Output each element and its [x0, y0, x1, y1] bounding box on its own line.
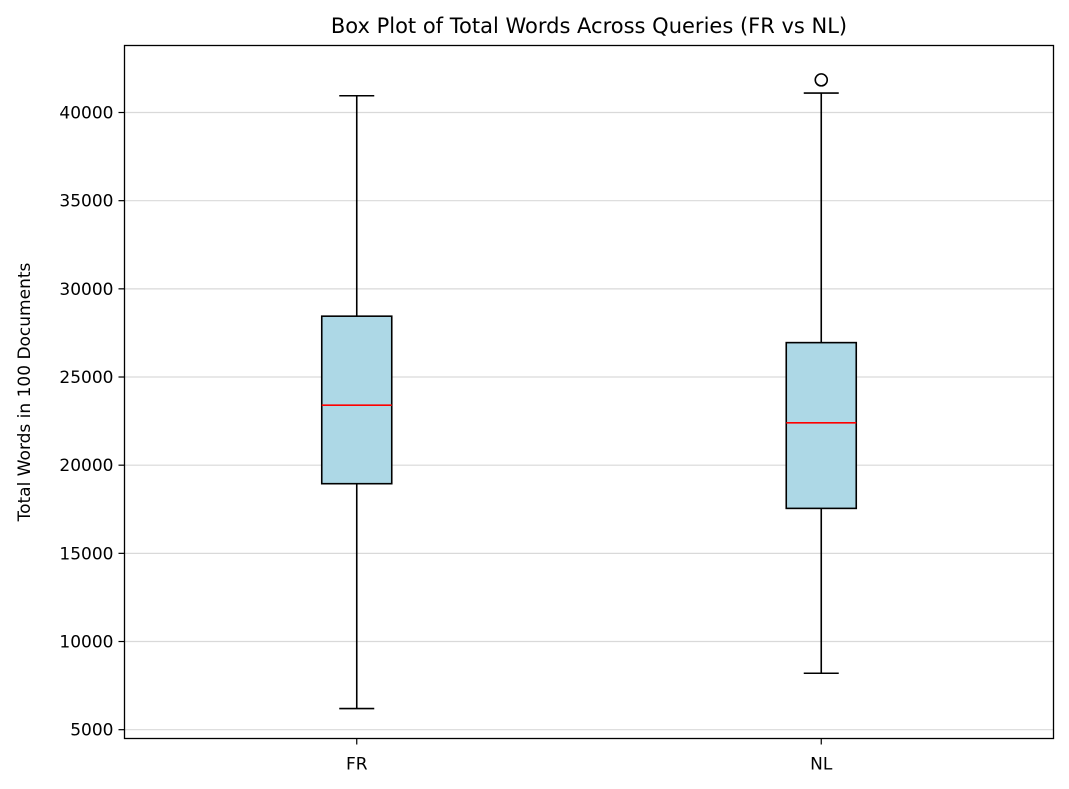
- y-axis-label: Total Words in 100 Documents: [15, 262, 35, 522]
- y-tick-label: 30000: [59, 280, 113, 300]
- grid-lines: [124, 111, 1054, 731]
- x-tick-label: NL: [810, 755, 833, 775]
- axes: 5000 10000 15000 20000 25000 30000 35000 40000 F…: [59, 104, 832, 775]
- y-tick-label: 20000: [59, 456, 113, 476]
- chart-title: Box Plot of Total Words Across Queries (…: [331, 14, 847, 38]
- plot-frame: [123, 44, 1055, 740]
- y-tick-label: 5000: [70, 721, 113, 741]
- box-nl: [785, 73, 858, 675]
- y-tick-label: 35000: [59, 192, 113, 212]
- y-tick-label: 15000: [59, 544, 113, 564]
- y-tick-label: 40000: [59, 104, 113, 124]
- iqr-box: [320, 315, 393, 485]
- box-fr: [320, 94, 393, 710]
- x-tick-label: FR: [346, 755, 368, 775]
- y-tick-label: 10000: [59, 633, 113, 653]
- iqr-box: [785, 341, 858, 510]
- y-tick-label: 25000: [59, 368, 113, 388]
- outlier-point: [814, 73, 829, 87]
- boxes: [320, 73, 858, 710]
